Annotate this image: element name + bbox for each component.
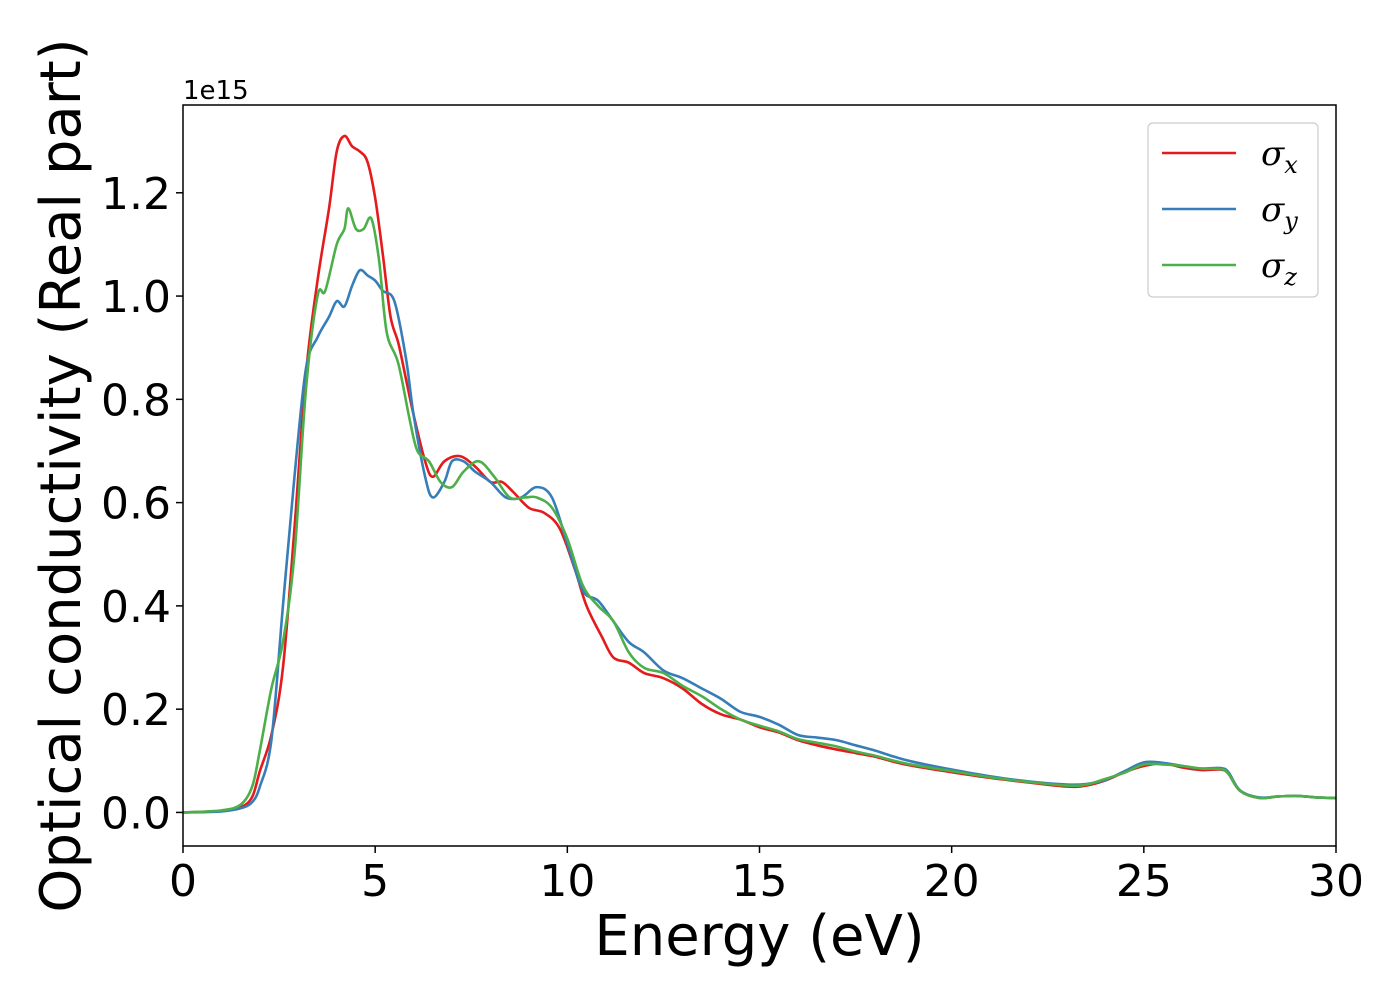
x-tick-label: 0: [169, 856, 197, 907]
x-tick-label: 30: [1308, 856, 1364, 907]
y-tick-label: 0.6: [101, 479, 171, 530]
y-offset-label: 1e15: [183, 76, 249, 106]
x-tick-label: 25: [1116, 856, 1172, 907]
legend-entry-x: σx: [1261, 134, 1298, 179]
legend-entry-z: σz: [1261, 246, 1297, 291]
x-tick-label: 5: [361, 856, 389, 907]
series-layer: [183, 134, 1336, 814]
y-tick-label: 1.2: [101, 169, 171, 220]
series-line-y: [183, 268, 1336, 814]
y-tick-label: 0.8: [101, 375, 171, 426]
x-tick-label: 10: [539, 856, 595, 907]
y-tick-label: 0.4: [101, 582, 171, 633]
y-axis: 0.0 0.2 0.4 0.6 0.8 1.0 1.2: [101, 169, 183, 839]
y-tick-label: 0.0: [101, 788, 171, 839]
x-axis-label: Energy (eV): [594, 904, 924, 969]
y-axis-label: Optical conductivity (Real part): [29, 38, 94, 912]
legend-entry-y: σy: [1261, 190, 1298, 235]
x-axis: 0 5 10 15 20 25 30: [169, 846, 1364, 907]
x-tick-label: 20: [924, 856, 980, 907]
y-tick-label: 1.0: [101, 272, 171, 323]
legend: σx σy σz: [1147, 122, 1319, 298]
x-tick-label: 15: [732, 856, 788, 907]
series-line-z: [183, 206, 1336, 814]
y-tick-label: 0.2: [101, 685, 171, 736]
